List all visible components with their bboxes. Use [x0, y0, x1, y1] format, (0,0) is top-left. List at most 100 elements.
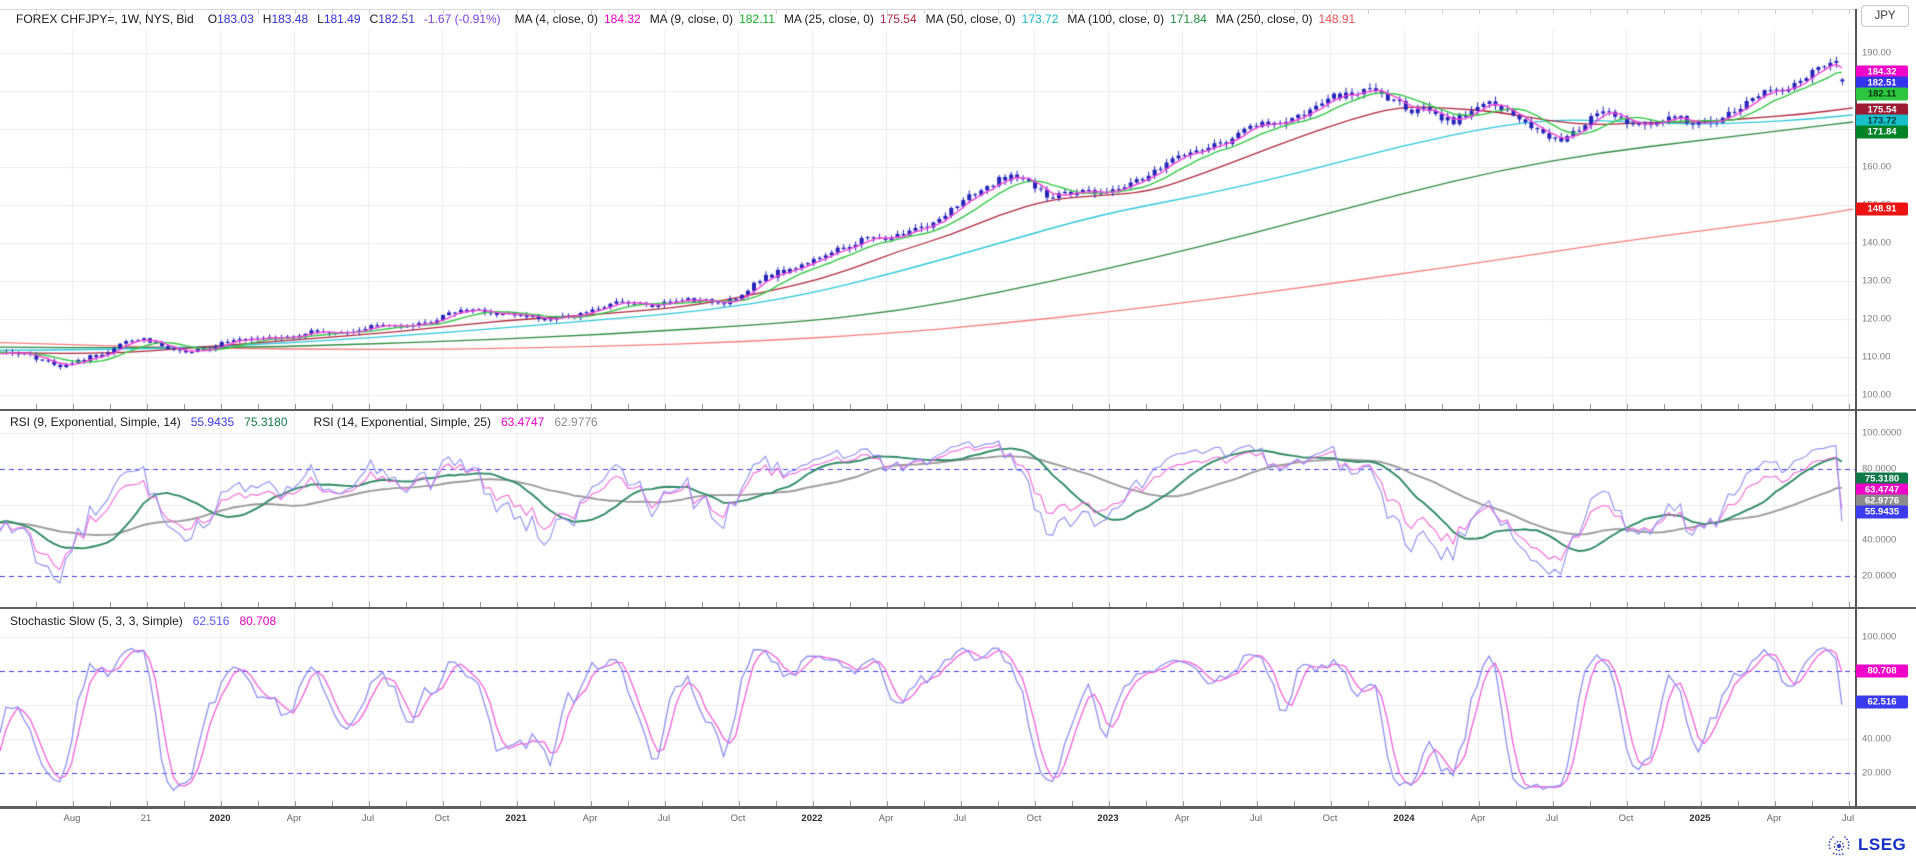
- panel-divider[interactable]: [0, 607, 1916, 609]
- price-chart-canvas[interactable]: [0, 30, 1855, 409]
- ma-value: 171.84: [1170, 12, 1207, 26]
- ma-legend-item-4[interactable]: MA (4, close, 0) 184.32: [515, 12, 641, 26]
- stoch-axis-tick: 20.000: [1862, 767, 1892, 779]
- rsi-axis-tick: 40.0000: [1862, 534, 1897, 546]
- price-axis-tick: 190.00: [1862, 47, 1892, 59]
- stoch-axis-tick: 100.000: [1862, 631, 1897, 643]
- time-axis-label: Apr: [582, 813, 598, 824]
- rsi2-signal-value: 62.9776: [554, 415, 598, 429]
- price-badge: 182.11: [1856, 87, 1908, 101]
- price-axis-tick: 120.00: [1862, 313, 1892, 325]
- lseg-crest-icon: [1828, 835, 1850, 856]
- time-axis-label: Oct: [1618, 813, 1634, 824]
- rsi2-title: RSI (14, Exponential, Simple, 25): [313, 415, 491, 429]
- time-axis-label: 2020: [209, 813, 231, 824]
- ma-label: MA (50, close, 0): [925, 12, 1016, 26]
- time-axis-label: Jul: [1545, 813, 1559, 824]
- rsi-legend[interactable]: RSI (9, Exponential, Simple, 14) 55.9435…: [10, 415, 598, 429]
- ma-value: 184.32: [603, 12, 641, 26]
- price-axis-tick: 100.00: [1862, 389, 1892, 401]
- stochastic-legend[interactable]: Stochastic Slow (5, 3, 3, Simple) 62.516…: [10, 614, 276, 628]
- time-axis-label: Apr: [286, 813, 302, 824]
- price-badge: 182.51: [1856, 76, 1908, 90]
- quote-h: H183.48: [262, 12, 309, 26]
- time-axis-label: Jul: [361, 813, 375, 824]
- ma-value: 175.54: [879, 12, 917, 26]
- time-axis-label: Oct: [1322, 813, 1338, 824]
- change-value: -1.67 (-0.91%): [423, 12, 501, 26]
- stochastic-chart-canvas[interactable]: [0, 609, 1855, 806]
- time-axis-label: Apr: [1470, 813, 1486, 824]
- stoch-badge: 62.516: [1856, 695, 1908, 709]
- rsi-axis-tick: 100.0000: [1862, 427, 1902, 439]
- lseg-logo-text: LSEG: [1858, 835, 1907, 854]
- ma-legend-item-25[interactable]: MA (25, close, 0) 175.54: [784, 12, 917, 26]
- ma-value: 182.11: [739, 12, 775, 26]
- rsi-badge: 55.9435: [1856, 505, 1908, 519]
- rsi1-title: RSI (9, Exponential, Simple, 14): [10, 415, 181, 429]
- stoch-d-value: 80.708: [239, 614, 277, 628]
- quote-l: L181.49: [317, 12, 361, 26]
- time-axis-label: Oct: [730, 813, 746, 824]
- ma-value: 148.91: [1318, 12, 1356, 26]
- lseg-logo: LSEG: [1826, 833, 1906, 857]
- rsi1-signal-value: 75.3180: [244, 415, 288, 429]
- rsi-badge: 63.4747: [1856, 483, 1908, 497]
- price-badge: 184.32: [1856, 65, 1908, 79]
- ma-legend: MA (4, close, 0) 184.32 MA (9, close, 0) 18…: [515, 12, 1356, 26]
- ma-label: MA (250, close, 0): [1215, 12, 1313, 26]
- ma-label: MA (9, close, 0): [649, 12, 734, 26]
- ma-legend-item-100[interactable]: MA (100, close, 0) 171.84: [1067, 12, 1206, 26]
- quote-values: O183.03 H183.48 L181.49 C182.51 -1.67 (-0.91…: [208, 12, 501, 26]
- ma-legend-item-50[interactable]: MA (50, close, 0) 173.72: [926, 12, 1059, 26]
- quote-c: C182.51: [369, 12, 415, 26]
- ma-label: MA (25, close, 0): [783, 12, 874, 26]
- rsi2-value: 63.4747: [500, 415, 545, 429]
- chart-header: FOREX CHFJPY=, 1W, NYS, Bid O183.03 H183.…: [16, 10, 1355, 28]
- rsi-chart-canvas[interactable]: [0, 411, 1855, 607]
- rsi-badge: 62.9776: [1856, 494, 1908, 508]
- time-axis-label: Jul: [1841, 813, 1855, 824]
- rsi-badge: 75.3180: [1856, 472, 1908, 486]
- time-axis-label: 21: [140, 813, 152, 824]
- price-badge: 173.72: [1856, 114, 1908, 128]
- rsi-axis-tick: 20.0000: [1862, 570, 1897, 582]
- stoch-badge: 80.708: [1856, 664, 1908, 678]
- currency-button[interactable]: JPY: [1861, 5, 1909, 27]
- price-badge: 148.91: [1856, 202, 1908, 216]
- time-ticks-rsi: [0, 602, 1855, 607]
- price-axis-tick: 140.00: [1862, 237, 1892, 249]
- ma-legend-item-9[interactable]: MA (9, close, 0) 182.11: [650, 12, 775, 26]
- time-axis-label: 2022: [801, 813, 823, 824]
- ma-legend-item-250[interactable]: MA (250, close, 0) 148.91: [1216, 12, 1355, 26]
- time-axis-label: Jul: [657, 813, 671, 824]
- time-axis-label: Oct: [434, 813, 450, 824]
- price-axis-line[interactable]: [1855, 9, 1857, 809]
- instrument-title: FOREX CHFJPY=, 1W, NYS, Bid: [16, 12, 194, 26]
- price-axis-tick: 130.00: [1862, 275, 1892, 287]
- price-badge: 171.84: [1856, 125, 1908, 139]
- rsi1-value: 55.9435: [190, 415, 235, 429]
- time-ticks-main: [0, 404, 1855, 409]
- time-axis-label: 2025: [1689, 813, 1711, 824]
- stoch-title: Stochastic Slow (5, 3, 3, Simple): [10, 614, 183, 628]
- price-axis-tick: 160.00: [1862, 161, 1892, 173]
- time-axis-label: 2024: [1393, 813, 1415, 824]
- ma-label: MA (100, close, 0): [1067, 12, 1165, 26]
- time-axis-label: Aug: [63, 813, 81, 824]
- time-axis-label: 2023: [1097, 813, 1119, 824]
- stoch-k-value: 62.516: [192, 614, 230, 628]
- top-frame-ticks: [0, 9, 1855, 15]
- price-badge: 175.54: [1856, 103, 1908, 117]
- time-axis-divider: [0, 806, 1916, 809]
- time-axis-label: Jul: [1249, 813, 1263, 824]
- quote-o: O183.03: [207, 12, 254, 26]
- price-axis-tick: 110.00: [1862, 351, 1891, 363]
- time-axis-label: Apr: [1766, 813, 1782, 824]
- ma-label: MA (4, close, 0): [514, 12, 598, 26]
- rsi-axis-tick: 80.0000: [1862, 463, 1897, 475]
- time-axis-label: 2021: [505, 813, 527, 824]
- panel-divider[interactable]: [0, 409, 1916, 411]
- time-axis-label: Apr: [878, 813, 894, 824]
- time-axis-label: Apr: [1174, 813, 1190, 824]
